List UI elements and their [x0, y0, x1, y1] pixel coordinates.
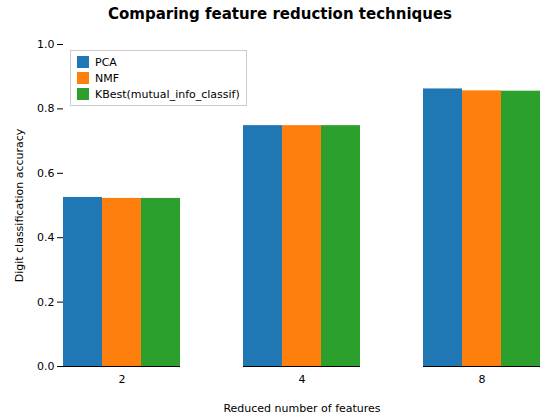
- svg-text:1.0: 1.0: [37, 38, 55, 51]
- html-text:KBest(mutual_info_classif): KBest(mutual_info_classif): [95, 87, 240, 101]
- svg-text:0.0: 0.0: [37, 360, 55, 373]
- html-text:PCA: PCA: [95, 55, 117, 69]
- html-text:NMF: NMF: [95, 71, 119, 85]
- svg-text:8: 8: [479, 373, 486, 386]
- svg-text:0.2: 0.2: [37, 296, 55, 309]
- svg-text:0.4: 0.4: [37, 231, 55, 244]
- svg-text:Reduced number of features: Reduced number of features: [223, 402, 380, 415]
- svg-text:4: 4: [299, 373, 306, 386]
- svg-text:0.8: 0.8: [37, 102, 55, 115]
- svg-text:Digit classification accuracy: Digit classification accuracy: [13, 128, 26, 282]
- html-text:Comparing feature reduction te: Comparing feature reduction techniques: [108, 5, 452, 23]
- svg-text:2: 2: [119, 373, 126, 386]
- svg-text:0.6: 0.6: [37, 167, 55, 180]
